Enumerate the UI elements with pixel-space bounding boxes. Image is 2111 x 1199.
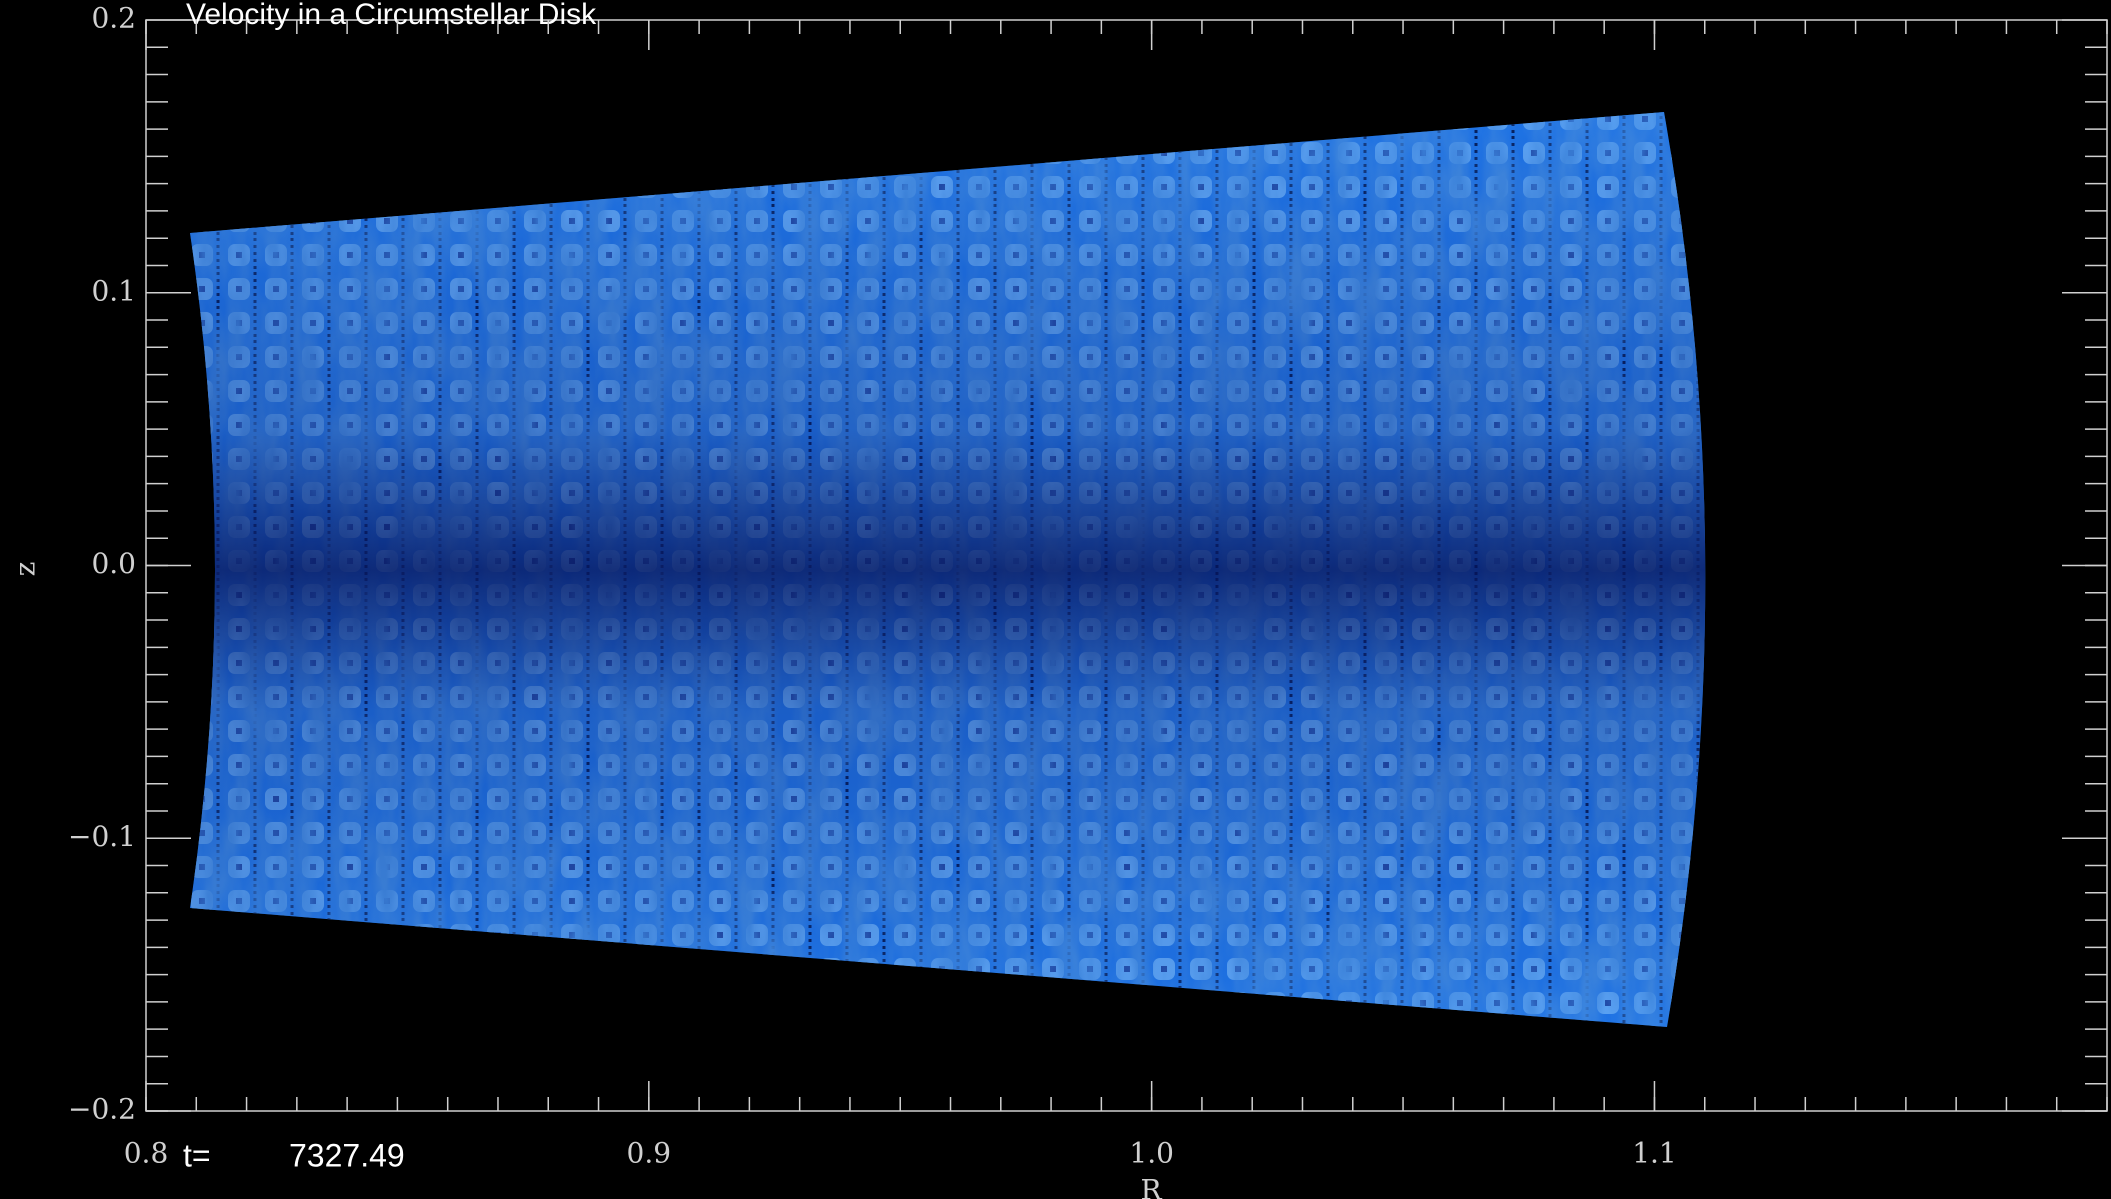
x-axis-label: R [1140, 1174, 1162, 1199]
velocity-field [190, 112, 1706, 1027]
y-tick-label: 0.2 [91, 2, 136, 35]
y-tick-label: 0.0 [91, 547, 136, 580]
x-tick-label: 0.8 [124, 1137, 169, 1170]
x-tick-label: 1.1 [1632, 1137, 1677, 1170]
y-axis-label: z [9, 562, 42, 577]
y-tick-label: 0.1 [91, 274, 136, 307]
x-tick-label: 1.0 [1129, 1137, 1174, 1170]
x-tick-label: 0.9 [627, 1137, 672, 1170]
y-tick-label: −0.2 [68, 1093, 136, 1126]
y-tick-label: −0.1 [68, 820, 136, 853]
time-value: 7327.49 [289, 1137, 405, 1173]
time-label: t= [183, 1137, 211, 1173]
chart-title: Velocity in a Circumstellar Disk [186, 0, 597, 31]
